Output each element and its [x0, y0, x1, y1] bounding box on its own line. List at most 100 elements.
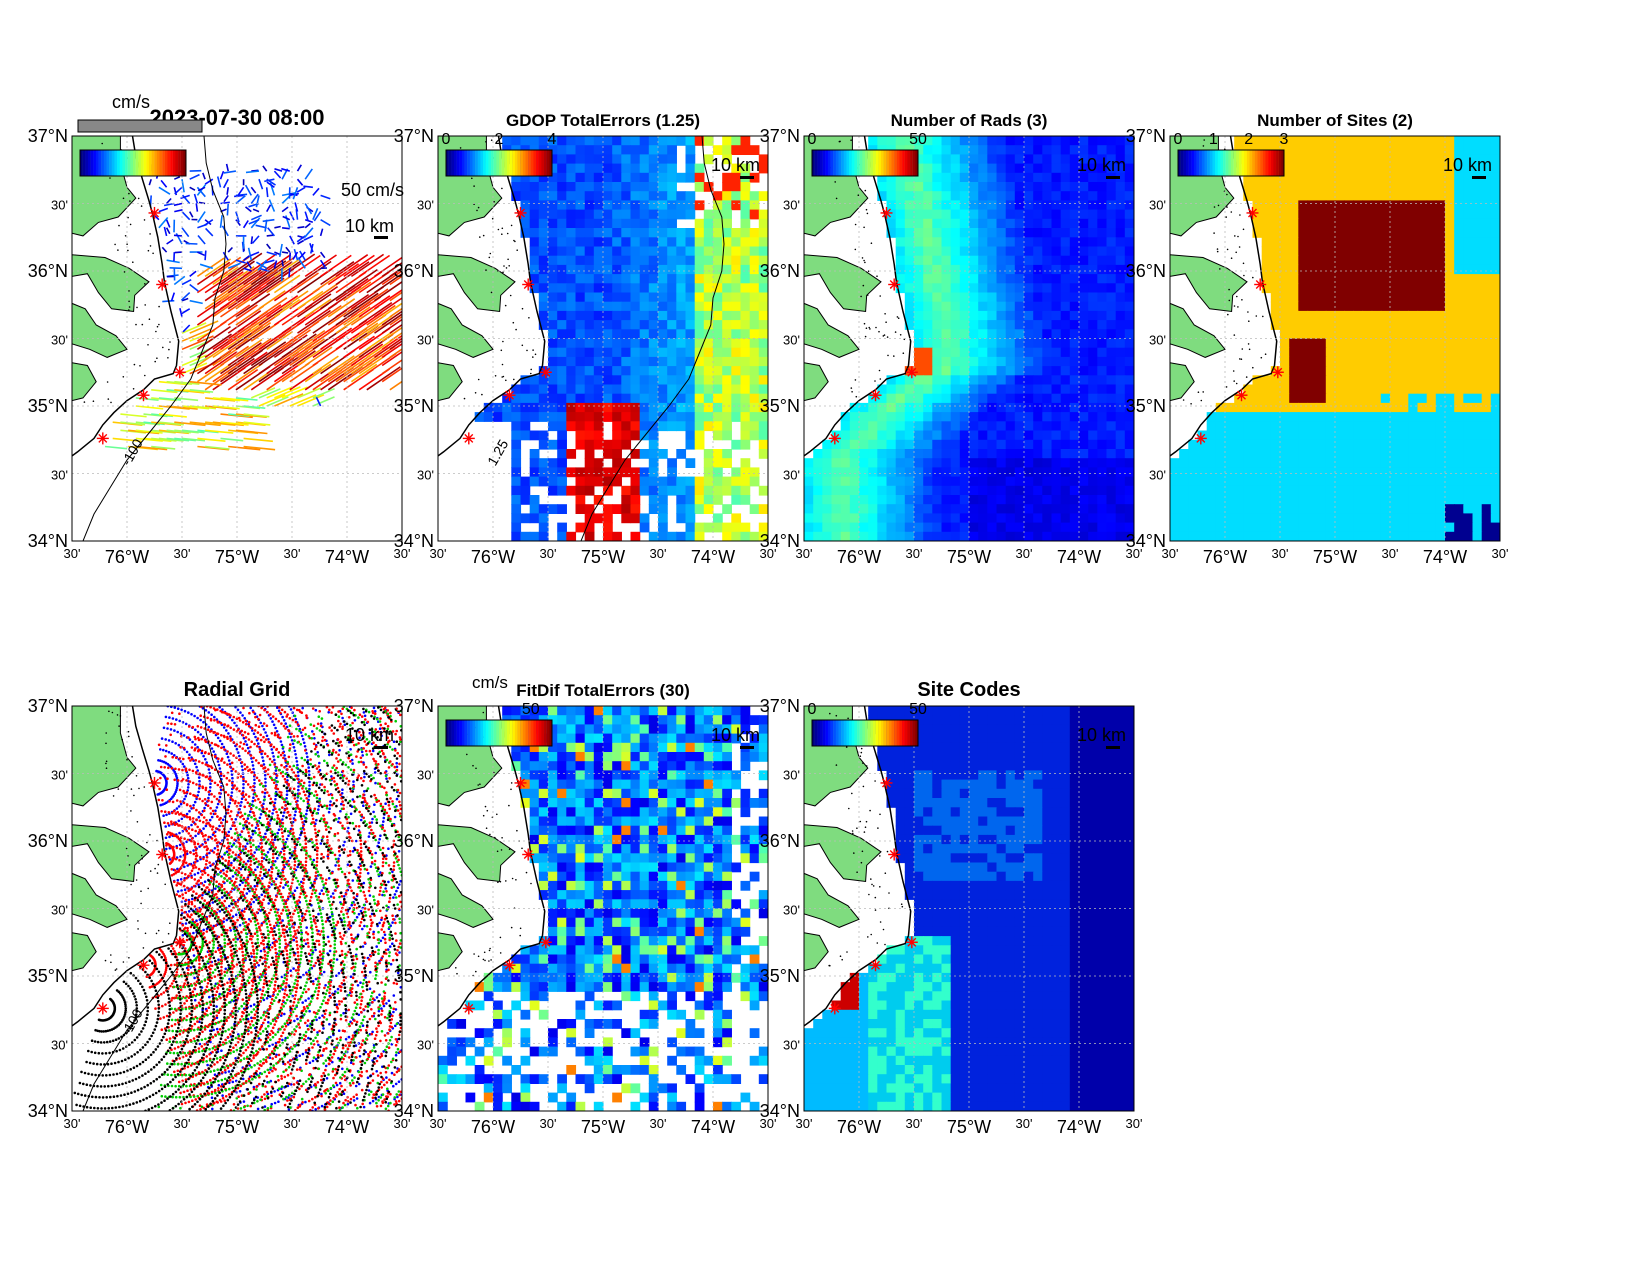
data-cell — [1298, 467, 1309, 478]
data-cell — [1307, 531, 1318, 541]
data-cell — [1335, 218, 1345, 229]
data-cell — [1490, 421, 1500, 432]
data-cell — [877, 191, 888, 202]
data-cell — [996, 449, 1007, 459]
data-cell — [923, 191, 933, 202]
data-cell — [584, 191, 595, 202]
data-cell — [1024, 458, 1034, 469]
data-cell — [932, 458, 943, 469]
data-cell — [1390, 421, 1400, 432]
data-cell — [1088, 338, 1098, 349]
data-cell — [1426, 301, 1437, 312]
lon-tick-label: 30' — [430, 546, 447, 561]
data-cell — [1417, 384, 1428, 395]
data-cell — [1335, 513, 1345, 524]
data-cell — [996, 182, 1007, 192]
coast-dot — [135, 323, 137, 326]
data-cell — [1362, 467, 1373, 478]
coast-dot — [128, 309, 130, 311]
data-cell — [959, 264, 970, 275]
data-cell — [941, 283, 952, 294]
data-cell — [1325, 421, 1336, 432]
data-cell — [1106, 255, 1117, 266]
data-cell — [1445, 384, 1455, 395]
data-cell — [1270, 384, 1281, 395]
data-cell — [1371, 301, 1382, 312]
data-cell — [1088, 301, 1098, 312]
data-cell — [713, 246, 723, 257]
data-cell — [548, 163, 558, 174]
contour-line — [82, 136, 227, 541]
data-cell — [1280, 228, 1290, 238]
data-cell — [520, 393, 531, 404]
data-cell — [950, 531, 961, 541]
colorbar-swatch — [1254, 150, 1258, 176]
data-cell — [1463, 209, 1474, 220]
data-cell — [557, 264, 567, 275]
data-cell — [923, 485, 933, 496]
data-cell — [895, 200, 906, 211]
data-cell — [1344, 264, 1354, 275]
data-cell — [612, 218, 622, 229]
colorbar-swatch — [509, 150, 513, 176]
data-cell — [1079, 191, 1089, 202]
data-cell — [1206, 430, 1217, 441]
data-cell — [566, 191, 577, 202]
data-cell — [612, 310, 622, 321]
data-cell — [612, 163, 622, 174]
current-vector — [266, 330, 294, 350]
data-cell — [557, 467, 567, 478]
data-cell — [959, 163, 970, 174]
coast-dot — [526, 349, 528, 352]
data-cell — [694, 136, 705, 146]
data-cell — [1088, 218, 1098, 229]
data-cell — [1005, 402, 1016, 413]
data-cell — [1042, 228, 1053, 238]
data-cell — [630, 301, 641, 312]
data-cell — [1005, 412, 1016, 422]
current-vector — [258, 178, 264, 190]
data-cell — [621, 320, 632, 330]
data-cell — [1033, 347, 1043, 358]
current-vector — [158, 207, 169, 213]
data-cell — [1390, 200, 1400, 211]
data-cell — [1380, 283, 1391, 294]
coast-dot — [149, 233, 151, 235]
current-vector — [212, 297, 241, 318]
data-cell — [1353, 402, 1364, 413]
data-cell — [1325, 329, 1336, 340]
data-cell — [648, 209, 659, 220]
data-cell — [1353, 182, 1364, 192]
lon-tick-label: 30' — [1272, 546, 1289, 561]
current-vector — [245, 170, 260, 174]
data-cell — [1454, 384, 1464, 395]
data-cell — [584, 476, 595, 487]
data-cell — [1445, 228, 1455, 238]
current-vector — [297, 290, 324, 310]
coast-dot — [148, 318, 151, 320]
data-cell — [1289, 531, 1299, 541]
data-cell — [1243, 522, 1254, 533]
data-cell — [612, 476, 622, 487]
data-cell — [758, 246, 768, 257]
data-cell — [1445, 274, 1455, 284]
current-vector — [243, 421, 271, 426]
data-cell — [849, 522, 860, 533]
land — [804, 254, 882, 313]
data-cell — [722, 228, 732, 238]
data-cell — [1060, 283, 1071, 294]
data-cell — [1417, 476, 1428, 487]
data-cell — [987, 338, 998, 349]
current-vector — [235, 195, 246, 205]
data-cell — [566, 182, 577, 192]
colorbar-swatch — [872, 150, 876, 176]
data-cell — [987, 301, 998, 312]
data-cell — [1115, 301, 1126, 312]
data-cell — [932, 255, 943, 266]
data-cell — [1289, 246, 1299, 257]
data-cell — [1005, 136, 1016, 146]
data-cell — [1106, 292, 1117, 303]
current-vector — [243, 254, 276, 278]
data-cell — [1079, 476, 1089, 487]
